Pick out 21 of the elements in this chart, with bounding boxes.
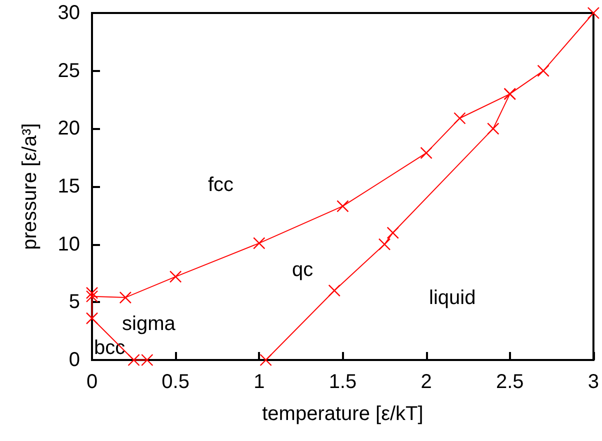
x-tick-label: 2 <box>420 371 432 393</box>
annotation: bcc <box>94 337 126 359</box>
y-tick-label: 10 <box>58 233 80 256</box>
annotation: fcc <box>208 174 234 196</box>
y-tick-label: 5 <box>68 291 80 314</box>
y-axis-title: pressure [ε/a³] <box>19 123 41 250</box>
y-tick-label: 15 <box>58 176 80 198</box>
y-tick-label: 30 <box>58 2 80 24</box>
x-axis-title: temperature [ε/kT] <box>262 403 424 425</box>
x-tick-label: 3 <box>588 371 599 393</box>
x-tick-label: 0.5 <box>162 371 190 393</box>
x-tick-label: 2.5 <box>496 371 524 393</box>
annotation: qc <box>292 259 314 281</box>
y-tick-label: 0 <box>68 349 80 371</box>
annotation: liquid <box>429 287 476 309</box>
x-tick-label: 1 <box>254 371 265 393</box>
x-tick-label: 1.5 <box>328 371 357 393</box>
y-tick-label: 20 <box>58 118 80 140</box>
annotation: sigma <box>122 313 176 335</box>
y-tick-label: 25 <box>58 60 80 82</box>
x-tick-label: 0 <box>86 371 98 393</box>
